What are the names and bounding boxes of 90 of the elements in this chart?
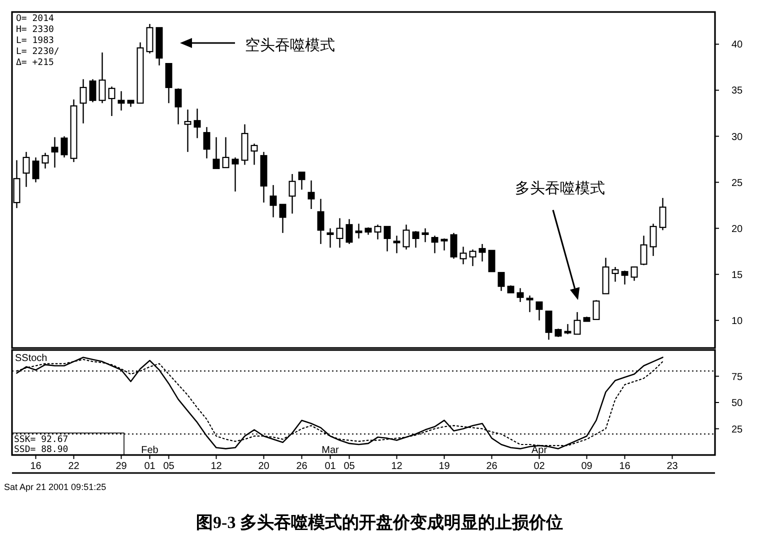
candlestick [32, 156, 40, 183]
candlestick [336, 218, 344, 248]
candlestick [146, 23, 154, 54]
x-tick-label: 26 [296, 461, 308, 472]
candlestick [298, 172, 306, 190]
x-tick-label: 22 [68, 461, 80, 472]
candlestick [288, 173, 296, 214]
candlestick [22, 151, 30, 188]
candlestick [270, 184, 277, 218]
annotation: L= 1983 [16, 36, 54, 46]
candlestick [260, 151, 268, 204]
candlestick [136, 42, 144, 104]
x-tick-label: 16 [30, 461, 42, 472]
x-tick-label: 19 [438, 461, 450, 472]
candlestick [98, 52, 106, 104]
y-tick-label: 75 [731, 372, 743, 383]
annotation: H= 2330 [16, 25, 54, 35]
annotation: O= 2014 [16, 14, 54, 24]
candlestick [194, 108, 201, 139]
candlestick [659, 197, 666, 231]
text: Sat Apr 21 2001 09:51:25 [4, 482, 106, 492]
x-tick-label: 29 [116, 461, 128, 472]
candlestick [460, 246, 467, 265]
candlestick [80, 78, 87, 124]
candlestick [374, 224, 382, 240]
x-tick-label: 26 [486, 461, 498, 472]
x-tick-label: Apr 02 [531, 445, 548, 472]
annotation: Δ= +215 [16, 58, 54, 68]
candlestick [402, 224, 410, 250]
annotation: 空头吞噬模式 [245, 37, 335, 54]
candlestick [431, 235, 438, 254]
candlestick [212, 136, 220, 170]
x-tick-label: Mar 01 [322, 445, 340, 472]
annotation: SSD= 88.90 [14, 445, 68, 455]
candlestick [393, 235, 400, 254]
candlestick [498, 272, 505, 292]
text: 图9-3 多头吞噬模式的开盘价变成明显的止损价位 [196, 513, 563, 532]
candlestick [51, 136, 58, 168]
candlestick [526, 294, 534, 313]
annotation: L= 2230/ [16, 47, 60, 57]
y-tick-label: 10 [731, 316, 743, 327]
x-tick-label: 20 [258, 461, 270, 472]
candlestick [203, 126, 210, 159]
candlestick [156, 27, 163, 66]
candlestick [355, 223, 362, 240]
candlestick [222, 136, 230, 168]
x-tick-label: 05 [344, 461, 356, 472]
candlestick [279, 204, 286, 234]
candlestick [317, 198, 324, 245]
x-tick-label: 05 [163, 461, 175, 472]
candlestick [165, 63, 172, 104]
x-tick-label: 16 [619, 461, 631, 472]
candlestick [42, 152, 49, 170]
candlestick [630, 266, 638, 282]
y-tick-label: 35 [731, 86, 743, 97]
candlestick [478, 243, 486, 262]
candlestick [384, 226, 391, 252]
candlestick [184, 108, 192, 153]
x-tick-label: 12 [391, 461, 403, 472]
x-tick-label: 09 [581, 461, 593, 472]
candlestick [516, 288, 524, 303]
candlestick [308, 180, 315, 210]
y-tick-label: 30 [731, 132, 743, 143]
x-tick-label: 12 [210, 461, 222, 472]
y-tick-label: 25 [731, 178, 743, 189]
chart-title: SStoch [15, 353, 48, 364]
candlestick [545, 310, 552, 340]
y-tick-label: 50 [731, 398, 743, 409]
candlestick [574, 312, 581, 335]
x-tick-label: 23 [666, 461, 678, 472]
candlestick [488, 250, 496, 272]
candlestick [241, 124, 248, 166]
x-tick-label: Feb 01 [141, 445, 159, 472]
candlestick [650, 223, 657, 257]
candlestick [536, 301, 543, 321]
candlestick [326, 228, 334, 248]
candlestick [469, 248, 476, 267]
y-tick-label: 20 [731, 224, 743, 235]
candlestick [602, 257, 610, 294]
candlestick [346, 218, 353, 245]
annotation: SSK= 92.67 [14, 435, 68, 445]
y-tick-label: 25 [731, 424, 743, 436]
candlestick [108, 86, 116, 117]
annotation: 多头吞噬模式 [515, 180, 605, 197]
candlestick [612, 266, 619, 282]
candlestick [422, 228, 429, 243]
y-tick-label: 15 [731, 270, 743, 281]
candlestick [70, 98, 78, 163]
candlestick [250, 143, 258, 166]
y-tick-label: 40 [731, 40, 743, 51]
